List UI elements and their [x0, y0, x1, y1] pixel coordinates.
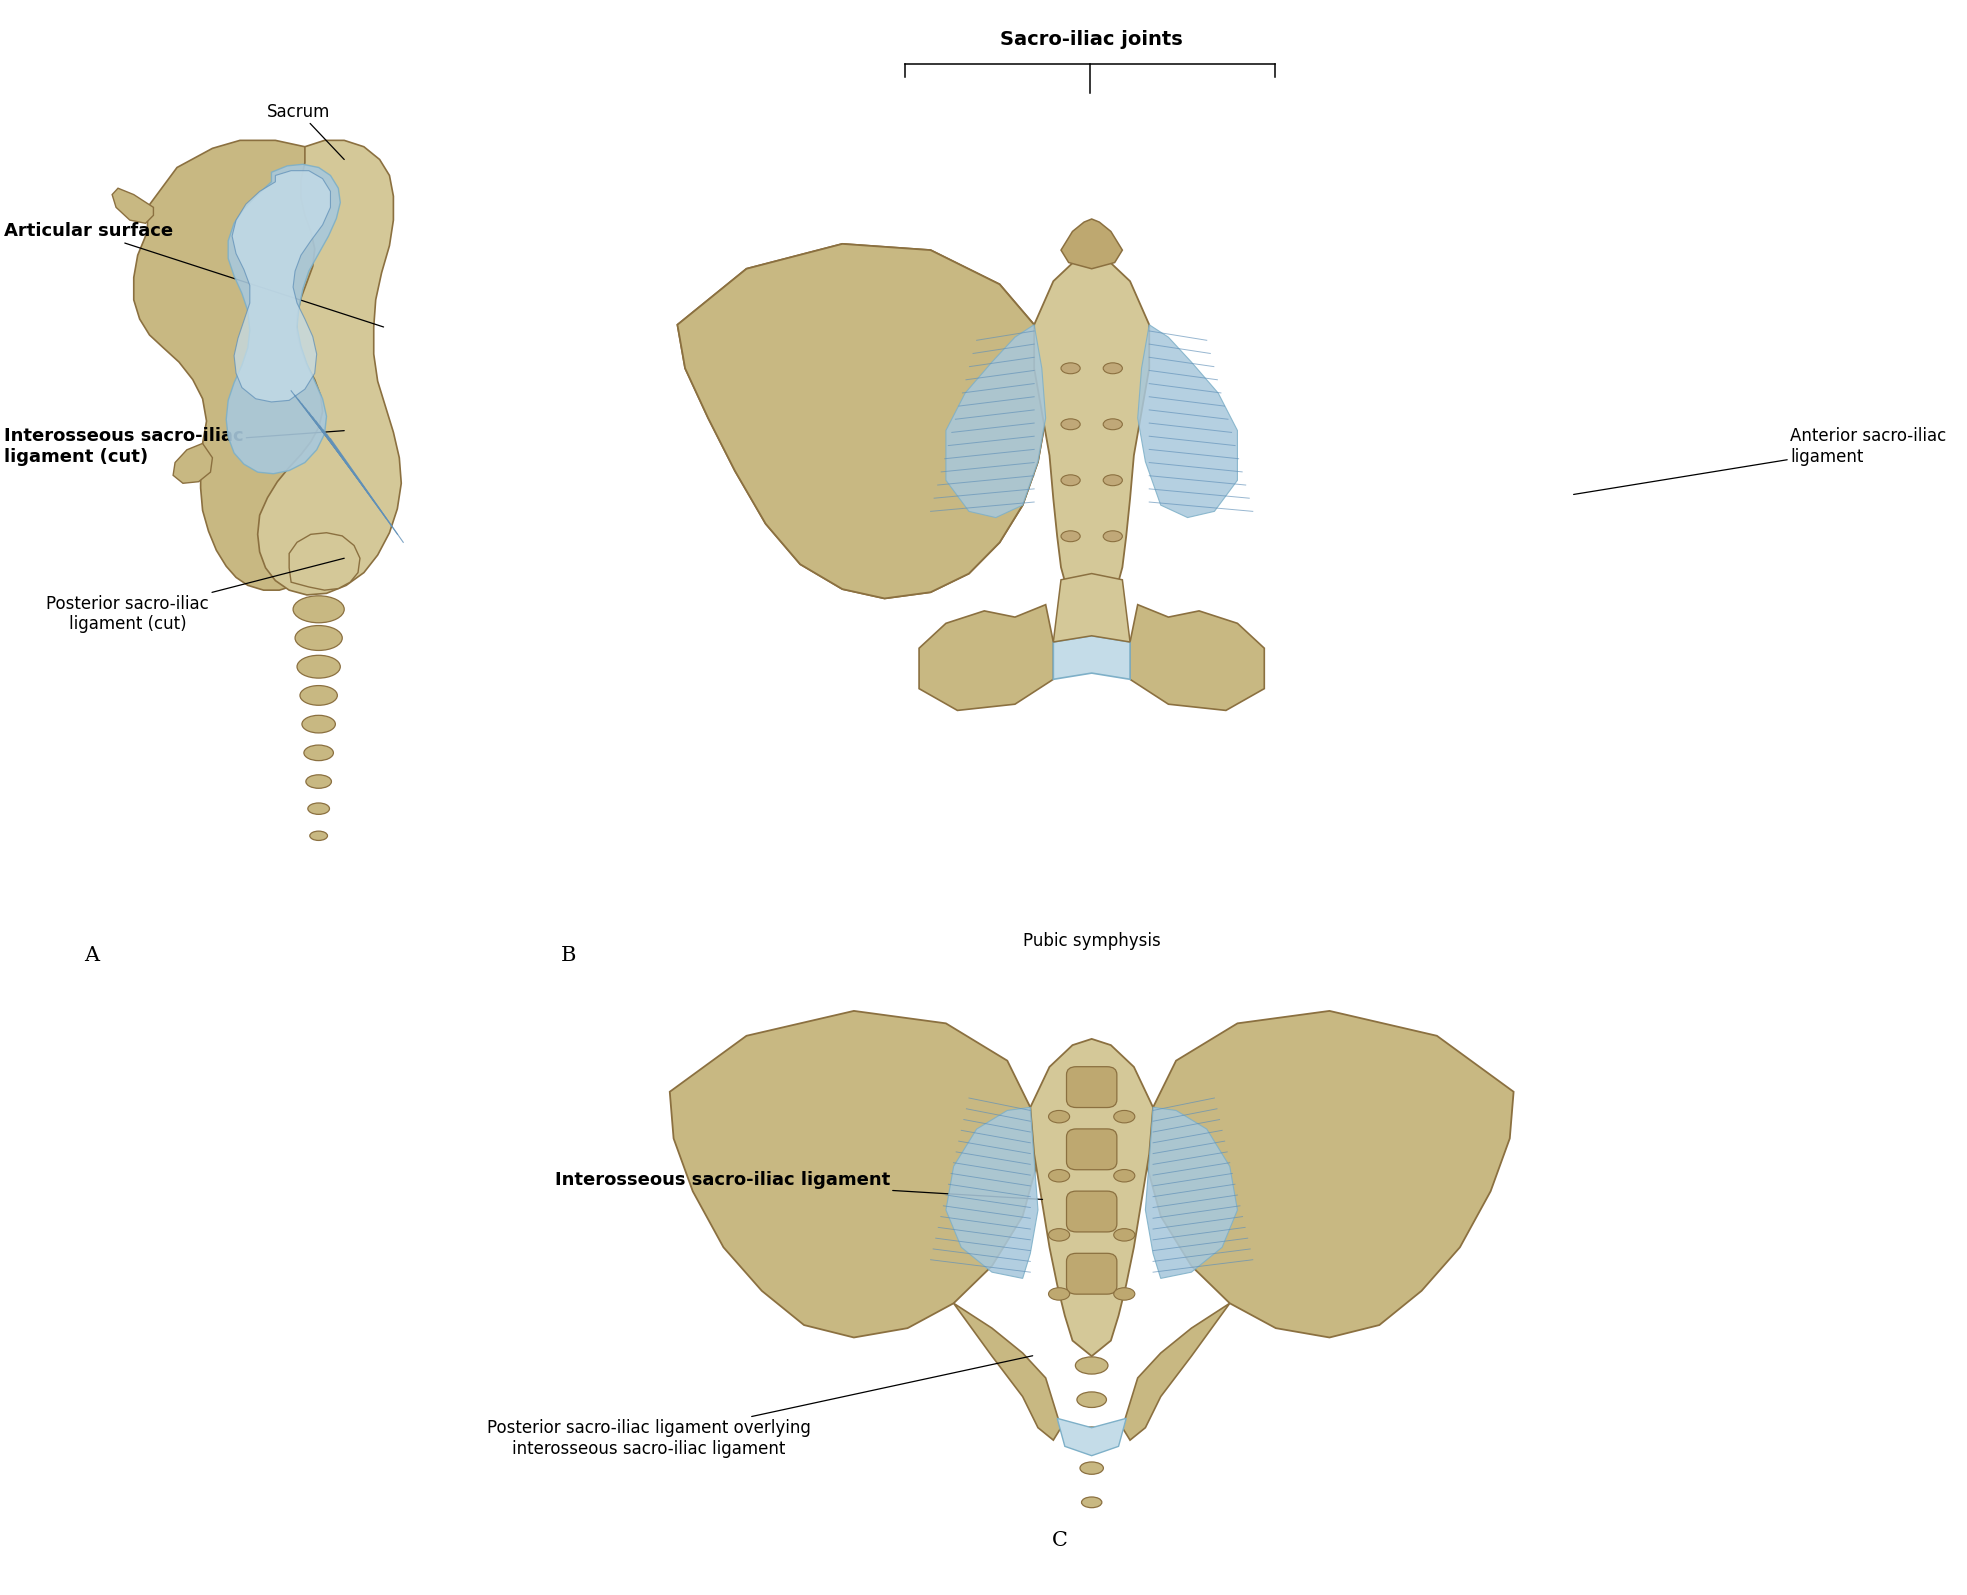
Text: Sacro-iliac joints: Sacro-iliac joints	[1001, 30, 1182, 49]
Polygon shape	[232, 171, 330, 402]
Polygon shape	[677, 244, 1046, 598]
FancyBboxPatch shape	[1066, 1191, 1117, 1231]
Text: Articular surface: Articular surface	[4, 222, 384, 327]
Text: Posterior sacro-iliac
ligament (cut): Posterior sacro-iliac ligament (cut)	[47, 558, 344, 633]
Ellipse shape	[1060, 419, 1080, 429]
Ellipse shape	[307, 775, 330, 788]
Text: Sacrum: Sacrum	[268, 102, 344, 160]
Polygon shape	[112, 188, 153, 223]
Text: C: C	[1052, 1531, 1068, 1550]
Ellipse shape	[1113, 1287, 1135, 1300]
Text: Interosseous sacro-iliac
ligament (cut): Interosseous sacro-iliac ligament (cut)	[4, 427, 344, 466]
Ellipse shape	[311, 831, 327, 841]
Text: Interosseous sacro-iliac ligament: Interosseous sacro-iliac ligament	[555, 1171, 1043, 1199]
Polygon shape	[1054, 574, 1129, 643]
FancyBboxPatch shape	[1066, 1129, 1117, 1169]
Ellipse shape	[1076, 1357, 1107, 1373]
Ellipse shape	[307, 802, 330, 815]
FancyBboxPatch shape	[1066, 1067, 1117, 1107]
Polygon shape	[258, 140, 401, 595]
Polygon shape	[134, 140, 370, 590]
Ellipse shape	[1103, 531, 1123, 542]
Polygon shape	[173, 443, 212, 483]
Polygon shape	[677, 244, 1046, 598]
Ellipse shape	[1048, 1287, 1070, 1300]
Ellipse shape	[303, 745, 332, 761]
Ellipse shape	[1048, 1169, 1070, 1182]
Polygon shape	[289, 533, 360, 590]
Polygon shape	[1031, 1038, 1153, 1356]
Polygon shape	[669, 1011, 1039, 1338]
FancyBboxPatch shape	[1066, 1254, 1117, 1294]
Polygon shape	[1060, 219, 1123, 270]
Polygon shape	[1035, 250, 1149, 611]
Ellipse shape	[1113, 1169, 1135, 1182]
Ellipse shape	[303, 715, 334, 734]
Ellipse shape	[1048, 1110, 1070, 1123]
Ellipse shape	[1082, 1498, 1102, 1507]
Ellipse shape	[1048, 1228, 1070, 1241]
Polygon shape	[919, 605, 1054, 710]
Polygon shape	[946, 325, 1046, 517]
Text: Posterior sacro-iliac ligament overlying
interosseous sacro-iliac ligament: Posterior sacro-iliac ligament overlying…	[488, 1356, 1033, 1458]
Ellipse shape	[1113, 1228, 1135, 1241]
Polygon shape	[1137, 325, 1237, 517]
Text: B: B	[561, 946, 576, 965]
Polygon shape	[1129, 605, 1265, 710]
Ellipse shape	[1103, 362, 1123, 373]
Ellipse shape	[1060, 531, 1080, 542]
Ellipse shape	[1076, 1392, 1107, 1407]
Ellipse shape	[293, 597, 344, 622]
Ellipse shape	[1103, 419, 1123, 429]
Ellipse shape	[1080, 1463, 1103, 1474]
Polygon shape	[1145, 1107, 1237, 1279]
Ellipse shape	[1060, 475, 1080, 486]
Ellipse shape	[295, 625, 342, 651]
Text: Pubic symphysis: Pubic symphysis	[1023, 931, 1161, 951]
Polygon shape	[1145, 1011, 1515, 1338]
Ellipse shape	[1103, 475, 1123, 486]
Text: A: A	[85, 946, 100, 965]
Polygon shape	[954, 1303, 1060, 1440]
Polygon shape	[946, 1107, 1039, 1279]
Polygon shape	[1123, 1303, 1229, 1440]
Ellipse shape	[299, 686, 338, 705]
Ellipse shape	[1060, 362, 1080, 373]
Ellipse shape	[297, 656, 340, 678]
Polygon shape	[1054, 636, 1129, 679]
Polygon shape	[1056, 1418, 1127, 1456]
Polygon shape	[226, 164, 340, 474]
Ellipse shape	[1113, 1110, 1135, 1123]
Ellipse shape	[1078, 1428, 1105, 1440]
Text: Anterior sacro-iliac
ligament: Anterior sacro-iliac ligament	[1574, 427, 1945, 494]
